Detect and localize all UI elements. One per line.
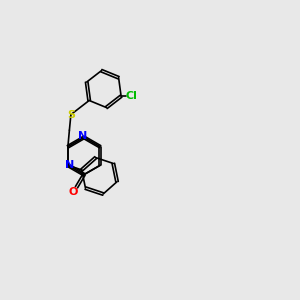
- Text: N: N: [78, 131, 87, 141]
- Text: S: S: [67, 110, 75, 120]
- Text: N: N: [65, 160, 74, 170]
- Text: O: O: [69, 187, 78, 197]
- Text: Cl: Cl: [125, 91, 137, 101]
